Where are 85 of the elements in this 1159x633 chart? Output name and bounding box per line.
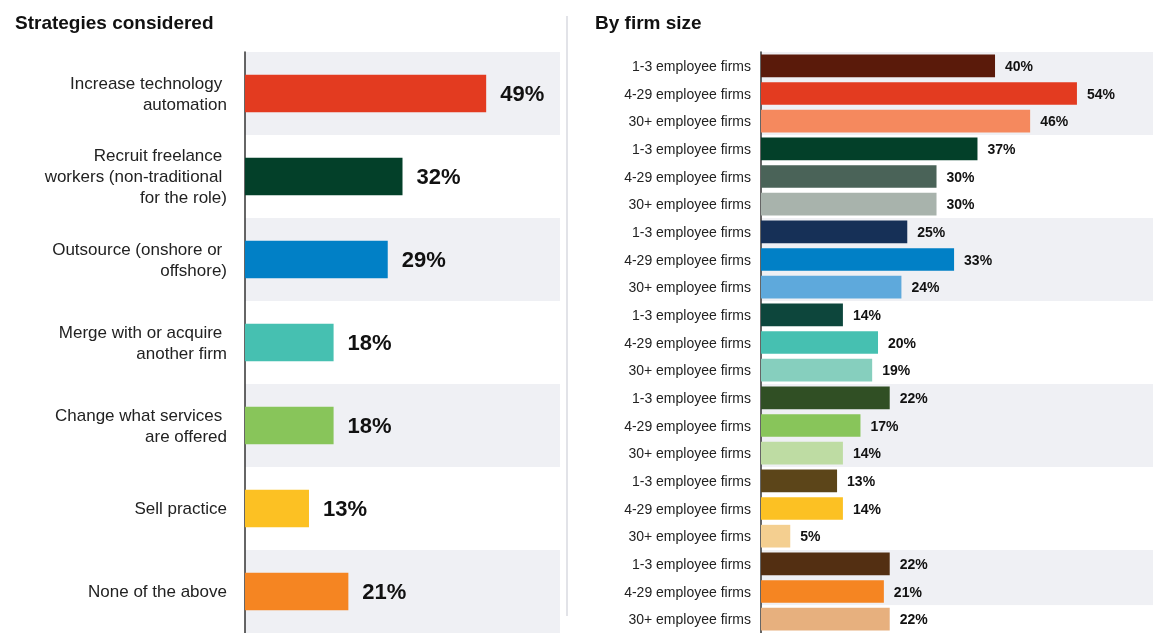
data-label: 46% [1040, 113, 1069, 130]
data-label: 25% [917, 223, 946, 240]
bar [245, 240, 388, 279]
y-tick-label: 4-29 employee firms [624, 500, 751, 517]
bar [761, 607, 890, 631]
data-label: 14% [852, 445, 882, 462]
y-tick-label: 1-3 employee firms [631, 140, 751, 157]
bar [761, 524, 791, 548]
data-label: 19% [882, 362, 911, 379]
y-tick-label: Outsource (onshore or offshore) [52, 239, 227, 280]
bar [761, 358, 873, 382]
bar [761, 137, 978, 161]
data-label: 13% [847, 472, 876, 489]
y-tick-label: Sell practice [134, 499, 227, 518]
data-label: 29% [401, 247, 446, 272]
data-label: 22% [899, 389, 929, 406]
data-label: 21% [893, 583, 923, 600]
bar [245, 157, 403, 196]
bar [761, 109, 1031, 133]
bar [761, 220, 908, 244]
y-tick-label: Increase technology automation [70, 73, 227, 114]
data-label: 54% [1086, 85, 1116, 102]
bar [761, 248, 955, 271]
data-label: 40% [1005, 57, 1034, 74]
y-tick-label: 1-3 employee firms [631, 555, 751, 572]
y-tick-label: 30+ employee firms [628, 362, 751, 379]
data-label: 32% [416, 164, 461, 189]
bar [245, 572, 349, 611]
y-tick-label: 4-29 employee firms [624, 583, 751, 600]
y-tick-label: 4-29 employee firms [624, 168, 751, 185]
data-label: 20% [888, 334, 917, 351]
bar [761, 580, 884, 603]
chart-title: Strategies considered [15, 12, 214, 33]
y-tick-label: 1-3 employee firms [631, 389, 751, 406]
data-label: 5% [800, 528, 822, 545]
y-tick-label: 30+ employee firms [628, 279, 751, 296]
data-label: 13% [322, 496, 368, 521]
data-label: 37% [987, 140, 1017, 157]
y-tick-label: 1-3 employee firms [631, 223, 751, 240]
y-tick-label: 30+ employee firms [628, 611, 751, 628]
data-label: 14% [852, 306, 882, 323]
y-tick-label: 4-29 employee firms [624, 85, 751, 102]
bar [761, 165, 937, 188]
data-label: 30% [946, 196, 976, 213]
data-label: 22% [899, 611, 929, 628]
bar [761, 192, 937, 216]
data-label: 22% [899, 555, 929, 572]
bar [761, 275, 902, 299]
bar [245, 489, 309, 528]
bar [761, 469, 838, 493]
y-tick-label: 4-29 employee firms [624, 251, 751, 268]
data-label: 18% [347, 413, 392, 438]
y-tick-label: 30+ employee firms [628, 528, 751, 545]
data-label: 33% [964, 251, 993, 268]
y-tick-label: 30+ employee firms [628, 196, 751, 213]
bar [761, 303, 843, 327]
y-tick-label: 1-3 employee firms [631, 57, 751, 74]
data-label: 24% [911, 279, 940, 296]
y-tick-label: 4-29 employee firms [624, 417, 751, 434]
bar [761, 386, 890, 410]
bar [761, 82, 1077, 105]
data-label: 21% [362, 579, 407, 604]
chart-title: By firm size [595, 12, 702, 33]
bar [761, 497, 843, 520]
y-tick-label: 4-29 employee firms [624, 334, 751, 351]
y-tick-label: Change what services are offered [55, 405, 227, 446]
data-label: 17% [870, 417, 900, 434]
bar [761, 414, 861, 437]
bar [761, 552, 890, 576]
y-tick-label: Merge with or acquire another firm [58, 322, 227, 363]
bar [245, 323, 334, 362]
bar [761, 331, 879, 354]
data-label: 14% [852, 500, 882, 517]
bar [245, 406, 334, 445]
data-label: 30% [946, 168, 976, 185]
y-tick-label: 30+ employee firms [628, 445, 751, 462]
y-tick-label: Recruit freelance workers (non-traditional for the role) [43, 146, 227, 207]
y-tick-label: 1-3 employee firms [631, 472, 751, 489]
data-label: 18% [347, 330, 392, 355]
bar [761, 441, 843, 465]
data-label: 49% [500, 81, 545, 106]
y-tick-label: 30+ employee firms [628, 113, 751, 130]
y-tick-label: 1-3 employee firms [631, 306, 751, 323]
bar [761, 54, 996, 78]
y-tick-label: None of the above [88, 582, 227, 601]
